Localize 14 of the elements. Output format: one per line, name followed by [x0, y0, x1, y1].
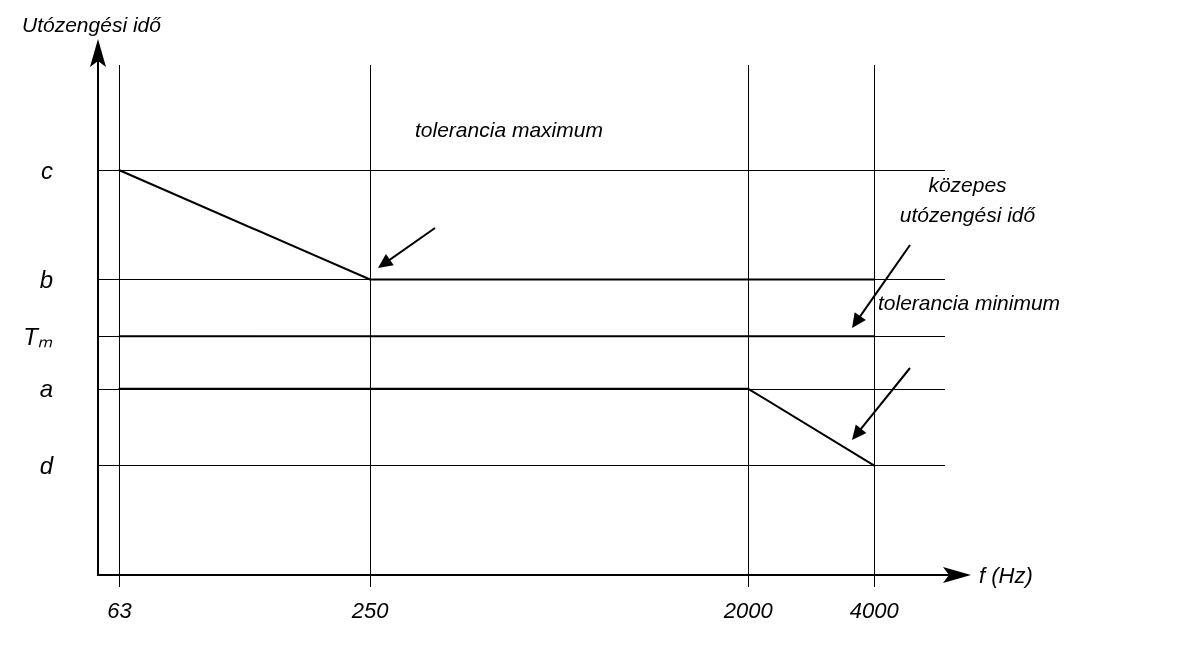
text: tolerancia maximum [415, 117, 604, 143]
ref-line-label: b [39, 266, 53, 294]
ref-line-label: c [41, 156, 53, 184]
x-tick-label: 4000 [849, 597, 900, 623]
x-axis-title: f (Hz) [979, 562, 1033, 588]
annotation: tolerancia minimum [878, 290, 1062, 316]
ref-line-label: Tₘ [23, 322, 53, 350]
x-tick-label: 250 [350, 597, 390, 623]
x-tick-label: 63 [107, 597, 133, 623]
ref-line-label: a [39, 375, 53, 403]
ref-line-label: d [39, 452, 54, 480]
x-tick-label: 2000 [722, 597, 774, 623]
text: Utózengési idő [22, 12, 162, 38]
annotation: közepes utózengési idő [898, 172, 1037, 228]
